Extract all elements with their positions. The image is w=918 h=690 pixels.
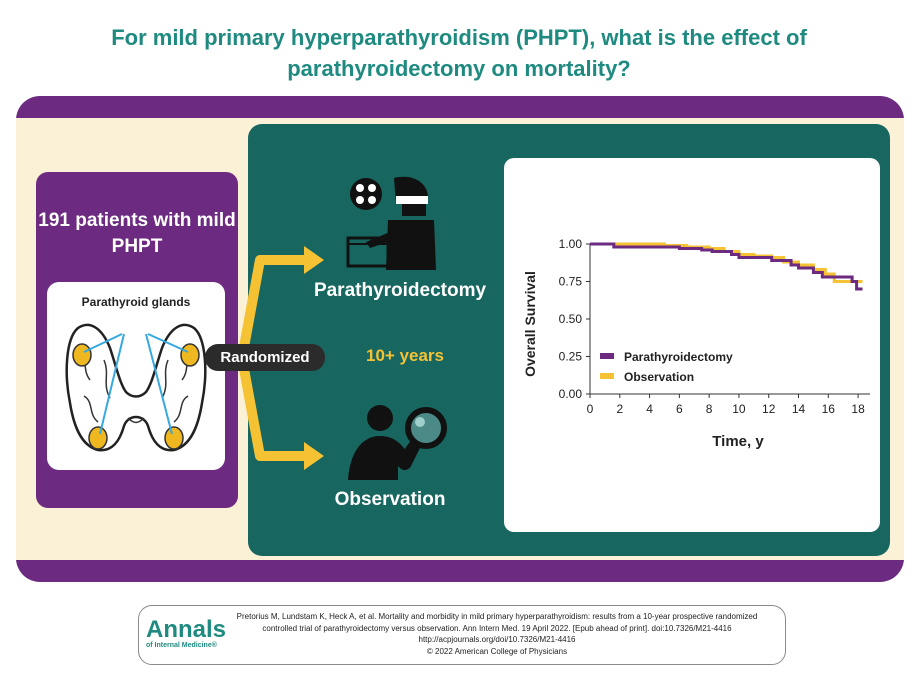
x-tick-label-1: 2 (616, 402, 623, 416)
thyroid-gland-icon (65, 323, 207, 452)
duration-label: 10+ years (366, 346, 444, 365)
randomized-badge: Randomized (205, 344, 325, 371)
x-tick-label-3: 6 (676, 402, 683, 416)
survival-chart: 0 2 4 6 8 10 12 14 16 18 1.00 0.75 0.50 0.25 0.00 Over… (522, 237, 870, 450)
journal-logo-subtitle: of Internal Medicine® (146, 642, 217, 649)
legend-swatch-observation (600, 373, 614, 379)
randomization-arrows (237, 246, 324, 470)
survival-chart-card (504, 158, 880, 532)
page-title: For mild primary hyperparathyroidism (PH… (111, 25, 807, 81)
x-tick-label-8: 16 (822, 402, 836, 416)
y-axis-label: Overall Survival (522, 271, 538, 377)
x-tick-label-6: 12 (762, 402, 776, 416)
y-tick-label-4: 0.00 (559, 387, 583, 401)
legend-label-parathyroidectomy: Parathyroidectomy (624, 350, 733, 364)
citation-line-1: Pretorius M, Lundstam K, Heck A, et al. … (236, 612, 758, 621)
y-tick-label-3: 0.25 (559, 350, 583, 364)
x-tick-label-7: 14 (792, 402, 806, 416)
x-tick-label-0: 0 (587, 402, 594, 416)
y-tick-label-0: 1.00 (559, 237, 583, 251)
patients-text: 191 patients with mild PHPT (38, 210, 236, 257)
citation-box (138, 605, 786, 665)
person-with-magnifier-icon (348, 405, 447, 480)
citation-text: Pretorius M, Lundstam K, Heck A, et al. … (224, 611, 770, 657)
x-axis-label: Time, y (712, 433, 764, 450)
x-tick-label-5: 10 (732, 402, 746, 416)
arm-parathyroidectomy-label: Parathyroidectomy (313, 280, 487, 301)
gland-label: Parathyroid glands (81, 295, 191, 309)
series-line-parathyroidectomy (590, 242, 863, 291)
x-tick-label-9: 18 (851, 402, 865, 416)
y-tick-label-2: 0.50 (559, 312, 583, 326)
citation-line-3: http://acpjournals.org/doi/10.7326/M21-4… (418, 635, 576, 644)
surgeon-operating-icon (346, 176, 436, 270)
citation-line-4: © 2022 American College of Physicians (426, 646, 568, 656)
legend-swatch-parathyroidectomy (600, 353, 614, 359)
citation-line-2: controlled trial of parathyroidectomy ve… (262, 623, 732, 633)
journal-logo: Annals (146, 616, 227, 643)
x-tick-label-2: 4 (646, 402, 653, 416)
x-tick-label-4: 8 (706, 402, 713, 416)
y-tick-label-1: 0.75 (559, 275, 583, 289)
legend-label-observation: Observation (624, 370, 694, 384)
arm-observation-label: Observation (334, 489, 446, 510)
